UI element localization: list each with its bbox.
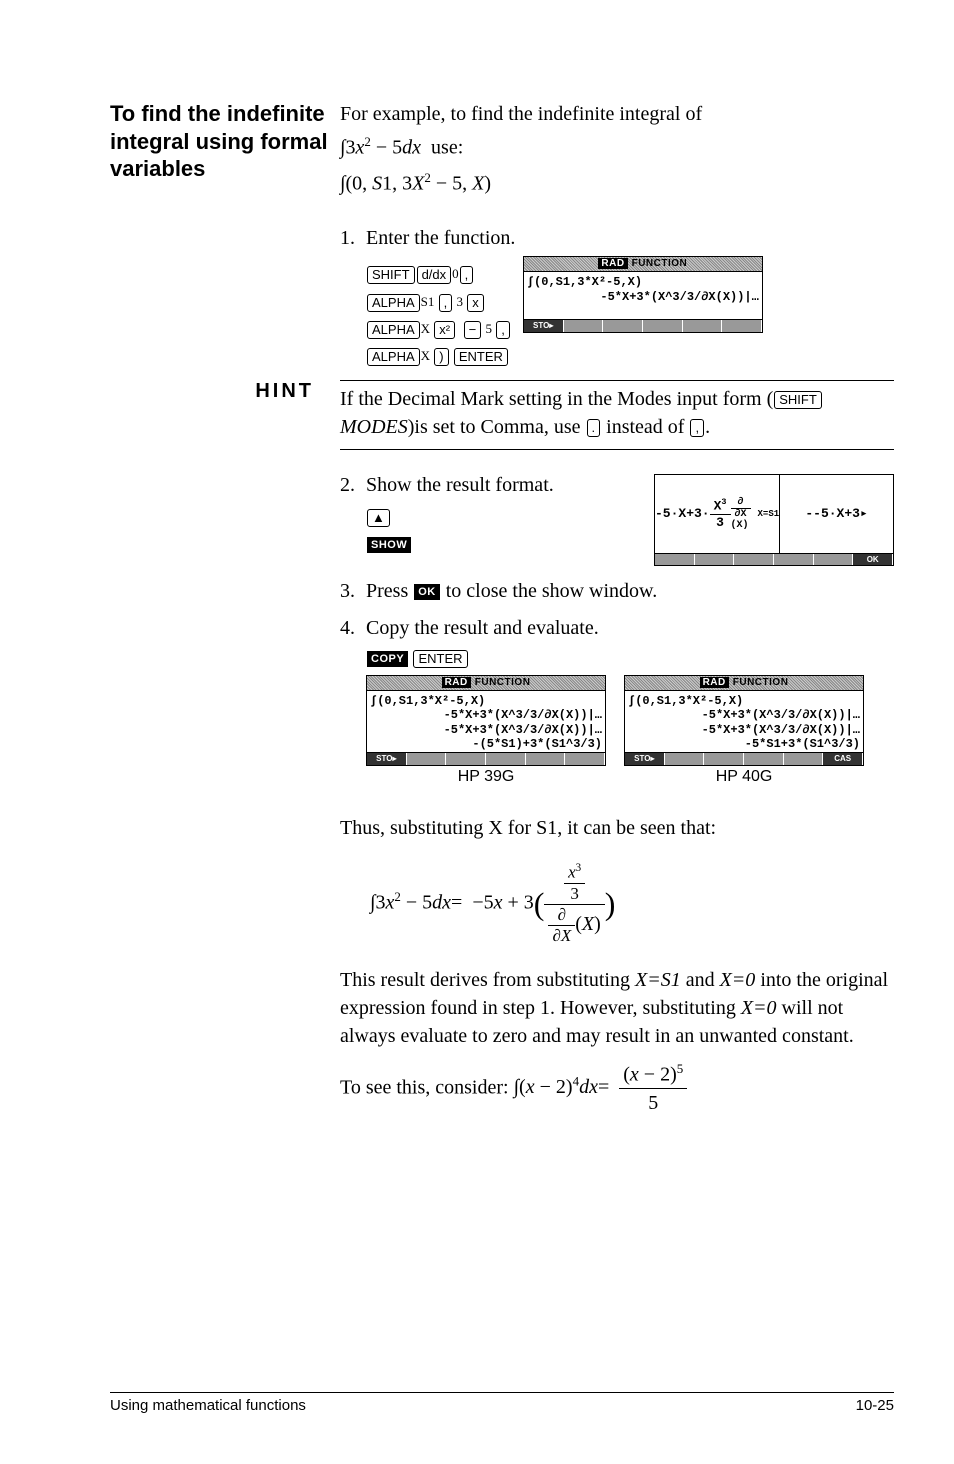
- key-x-1[interactable]: x: [467, 294, 484, 312]
- screen40-line4: -5*S1+3*(S1^3/3): [628, 737, 860, 751]
- footer-right: 10-25: [856, 1397, 894, 1414]
- key-minus[interactable]: −: [464, 321, 482, 339]
- step-1-text: Enter the function.: [366, 227, 894, 250]
- screen1-menu: STO▸: [524, 319, 762, 332]
- key-copy[interactable]: COPY: [367, 651, 408, 667]
- key-comma-1[interactable]: ,: [460, 266, 474, 284]
- step-3-text: Press OK to close the show window.: [366, 580, 894, 603]
- step-4-num: 4.: [340, 617, 366, 786]
- screen39-line3: -5*X+3*(X^3/3/∂X(X))|…: [370, 723, 602, 737]
- screen39-header: RADFUNCTION: [367, 676, 605, 691]
- top-section: To find the indefinite integral using fo…: [110, 100, 894, 195]
- key-alpha-2[interactable]: ALPHA: [367, 321, 420, 339]
- key-enter-2[interactable]: ENTER: [413, 650, 467, 668]
- screen1-line2: -5*X+3*(X^3/3/∂X(X))|…: [527, 290, 759, 304]
- screen1-line1: ∫(0,S1,3*X²-5,X): [527, 275, 759, 289]
- final-formula: ∫3x2 − 5dx= −5x + 3(x33∂∂X(X)): [370, 862, 894, 946]
- xcap-text-1: X: [421, 321, 430, 336]
- result-screen: -5·X+3·X33∂∂X(X)X=S1 --5·X+3▸ OK: [654, 474, 894, 566]
- screen40-line2: -5*X+3*(X^3/3/∂X(X))|…: [628, 708, 860, 722]
- label-40g: HP 40G: [624, 768, 864, 786]
- screen40-line1: ∫(0,S1,3*X²-5,X): [628, 694, 860, 708]
- result-menu: OK: [655, 553, 893, 565]
- screen39-line1: ∫(0,S1,3*X²-5,X): [370, 694, 602, 708]
- key-alpha-3[interactable]: ALPHA: [367, 348, 420, 366]
- key-shift[interactable]: SHIFT: [367, 266, 415, 284]
- step-2-num: 2.: [340, 474, 366, 566]
- key-modes-hint: MODES: [340, 416, 408, 438]
- key-ok[interactable]: OK: [414, 584, 440, 600]
- screen39-menu: STO▸: [367, 752, 605, 765]
- calc-screen-40g: RADFUNCTION ∫(0,S1,3*X²-5,X) -5*X+3*(X^3…: [624, 675, 864, 786]
- para-2: This result derives from substituting X=…: [340, 966, 894, 1050]
- footer-left: Using mathematical functions: [110, 1397, 306, 1414]
- step-3-num: 3.: [340, 580, 366, 603]
- five-text: 5: [485, 321, 492, 336]
- hint-label: HINT: [110, 380, 330, 403]
- key-ddx[interactable]: d/dx: [417, 266, 452, 284]
- key-up[interactable]: ▲: [367, 509, 390, 527]
- key-show[interactable]: SHOW: [367, 537, 411, 553]
- key-rparen[interactable]: ): [434, 348, 448, 366]
- screen1-header: RADFUNCTION: [524, 257, 762, 272]
- three-text: 3: [457, 294, 464, 309]
- step-2-text: Show the result format.: [366, 474, 638, 497]
- zero-text: 0: [452, 266, 459, 281]
- screen40-line3: -5*X+3*(X^3/3/∂X(X))|…: [628, 723, 860, 737]
- key-comma-2[interactable]: ,: [439, 294, 453, 312]
- para-3: To see this, consider: ∫(x − 2)4dx= (x −…: [340, 1060, 894, 1118]
- key-period-hint[interactable]: .: [587, 419, 601, 437]
- calc-screen-1: RADFUNCTION ∫(0,S1,3*X²-5,X) -5*X+3*(X^3…: [523, 256, 763, 369]
- screen39-line4: -(5*S1)+3*(S1^3/3): [370, 737, 602, 751]
- step-3-row: 3. Press OK to close the show window.: [340, 580, 894, 603]
- intro-text: For example, to find the indefinite inte…: [340, 100, 894, 128]
- step-1-num: 1.: [340, 227, 366, 369]
- page-footer: Using mathematical functions 10-25: [110, 1392, 894, 1414]
- step-4-row: 4. Copy the result and evaluate. COPY EN…: [340, 617, 894, 786]
- formula-1: ∫3x2 − 5dx use:: [340, 134, 894, 160]
- screen39-line2: -5*X+3*(X^3/3/∂X(X))|…: [370, 708, 602, 722]
- formula-2: ∫(0, S1, 3X2 − 5, X): [340, 170, 894, 196]
- xcap-text-2: X: [421, 348, 430, 363]
- key-shift-hint[interactable]: SHIFT: [774, 391, 822, 409]
- key-sequence-4: COPY ENTER: [366, 644, 894, 671]
- calc-screen-39g: RADFUNCTION ∫(0,S1,3*X²-5,X) -5*X+3*(X^3…: [366, 675, 606, 786]
- hint-row: HINT If the Decimal Mark setting in the …: [110, 380, 894, 450]
- key-sequence-2: ▲ SHOW: [366, 503, 638, 558]
- key-sequence-1: SHIFTd/dx0, ALPHAS1 , 3 x ALPHAX x² − 5 …: [366, 260, 511, 369]
- result-right: --5·X+3▸: [780, 475, 893, 553]
- section-title: To find the indefinite integral using fo…: [110, 100, 330, 183]
- key-alpha-1[interactable]: ALPHA: [367, 294, 420, 312]
- result-left: -5·X+3·X33∂∂X(X)X=S1: [655, 475, 780, 553]
- screen40-header: RADFUNCTION: [625, 676, 863, 691]
- step-4-text: Copy the result and evaluate.: [366, 617, 894, 640]
- hint-text: If the Decimal Mark setting in the Modes…: [340, 380, 894, 450]
- key-comma-3[interactable]: ,: [496, 321, 510, 339]
- key-enter-1[interactable]: ENTER: [454, 348, 508, 366]
- screen40-menu: STO▸ CAS: [625, 752, 863, 765]
- step-1-row: 1. Enter the function. SHIFTd/dx0, ALPHA…: [110, 213, 894, 369]
- key-xsq[interactable]: x²: [434, 321, 455, 339]
- para-1: Thus, substituting X for S1, it can be s…: [340, 814, 894, 842]
- step-2-row: 2. Show the result format. ▲ SHOW -5·X+3…: [110, 460, 894, 1118]
- label-39g: HP 39G: [366, 768, 606, 786]
- key-comma-hint[interactable]: ,: [690, 419, 704, 437]
- s1-text: S1: [421, 294, 435, 309]
